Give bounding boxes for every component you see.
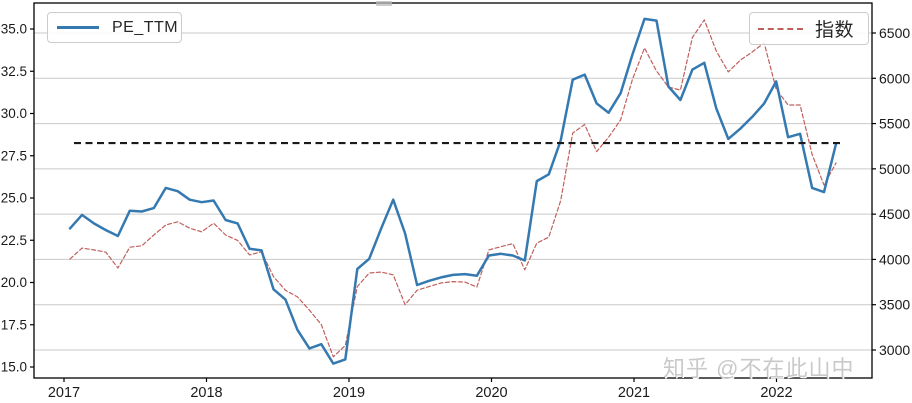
y-axis-left-tick-label: 22.5 xyxy=(1,233,27,248)
y-axis-right-tick-label: 4000 xyxy=(879,251,910,267)
y-axis-left-tick-label: 25.0 xyxy=(1,191,27,206)
x-axis-tick-label: 2022 xyxy=(760,385,792,401)
y-axis-left-tick-label: 17.5 xyxy=(1,317,27,332)
legend-pe-ttm: PE_TTM xyxy=(47,12,182,43)
y-axis-right-tick-label: 3500 xyxy=(879,297,910,313)
index-line-swatch xyxy=(758,27,803,30)
x-axis-tick-label: 2019 xyxy=(333,385,365,401)
y-axis-right-tick-label: 3000 xyxy=(879,342,910,358)
y-axis-left-tick-label: 35.0 xyxy=(1,22,27,37)
index-line xyxy=(69,19,837,358)
y-axis-left-tick-label: 30.0 xyxy=(1,106,27,121)
pe-line-swatch xyxy=(57,26,99,29)
x-axis-tick-label: 2020 xyxy=(475,385,507,401)
x-axis-tick-label: 2021 xyxy=(618,385,650,401)
y-axis-right-tick-label: 5500 xyxy=(879,116,910,132)
x-axis-tick-label: 2017 xyxy=(48,385,80,401)
y-axis-left-tick-label: 27.5 xyxy=(1,148,27,163)
y-axis-right-tick-label: 6500 xyxy=(879,25,910,41)
y-axis-left-tick-label: 15.0 xyxy=(1,360,27,375)
cropped-title-remnant xyxy=(376,1,392,6)
y-axis-right-tick-label: 4500 xyxy=(879,206,910,222)
pe-ttm-line xyxy=(68,17,838,365)
x-axis-tick-label: 2018 xyxy=(190,385,222,401)
legend-pe-label: PE_TTM xyxy=(112,18,179,36)
legend-index-label: 指数 xyxy=(815,20,855,41)
legend-index: 指数 xyxy=(749,12,869,45)
y-axis-right-tick-label: 6000 xyxy=(879,70,910,86)
y-axis-left-tick-label: 32.5 xyxy=(1,64,27,79)
axes-spines xyxy=(33,2,873,379)
y-axis-left-tick-label: 20.0 xyxy=(1,275,27,290)
zhihu-watermark: 知乎 @不在此山中 xyxy=(663,356,855,381)
y-axis-right-tick-label: 5000 xyxy=(879,161,910,177)
